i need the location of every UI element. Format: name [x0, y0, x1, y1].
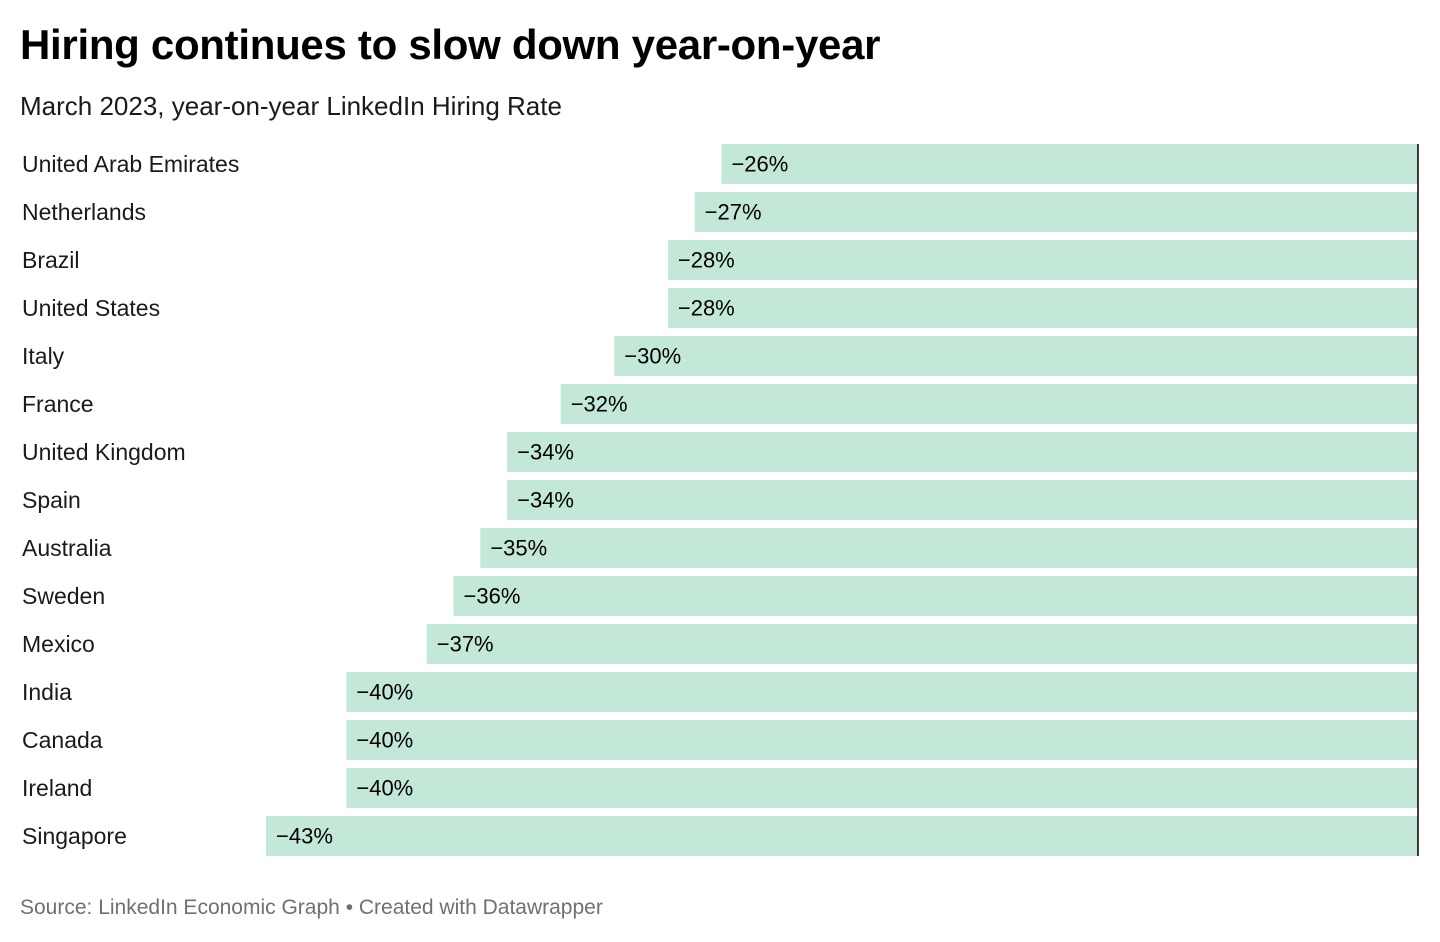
bar	[614, 336, 1418, 376]
bar-row: United Kingdom −34%	[22, 432, 1418, 472]
category-label: Italy	[22, 343, 65, 369]
bar	[667, 288, 1418, 328]
bar	[667, 240, 1418, 280]
bar	[480, 528, 1419, 568]
bar-row: India −40%	[22, 672, 1419, 712]
bar-row: France −32%	[22, 384, 1418, 424]
bar-row: Spain −34%	[22, 480, 1418, 520]
value-label: −43%	[276, 824, 333, 849]
value-label: −28%	[678, 296, 735, 321]
bar-row: Netherlands −27%	[22, 192, 1418, 232]
category-label: United Arab Emirates	[22, 151, 239, 177]
bar	[266, 816, 1418, 856]
bar	[453, 576, 1418, 616]
category-label: Netherlands	[22, 199, 146, 225]
chart-subtitle: March 2023, year-on-year LinkedIn Hiring…	[20, 91, 562, 121]
category-label: Mexico	[22, 631, 95, 657]
value-label: −35%	[490, 536, 547, 561]
category-label: United States	[22, 295, 160, 321]
bar	[560, 384, 1418, 424]
credit-link[interactable]: Created with Datawrapper	[358, 896, 603, 919]
category-label: Canada	[22, 727, 103, 753]
value-label: −40%	[356, 728, 413, 753]
value-label: −36%	[464, 584, 521, 609]
bar-row: Sweden −36%	[22, 576, 1418, 616]
chart-title: Hiring continues to slow down year-on-ye…	[20, 21, 881, 68]
bar-row: Australia −35%	[22, 528, 1419, 568]
bar-row: Singapore −43%	[22, 816, 1418, 856]
category-label: United Kingdom	[22, 439, 186, 465]
bar	[346, 720, 1419, 760]
value-label: −32%	[571, 392, 628, 417]
category-label: Brazil	[22, 247, 80, 273]
bar-row: United Arab Emirates −26%	[22, 144, 1418, 184]
category-label: Australia	[22, 535, 112, 561]
bar-row: United States −28%	[22, 288, 1418, 328]
value-label: −37%	[437, 632, 494, 657]
category-label: Spain	[22, 487, 81, 513]
bar-row: Brazil −28%	[22, 240, 1418, 280]
bar	[507, 432, 1418, 472]
bar-row: Italy −30%	[22, 336, 1418, 376]
category-label: India	[22, 679, 72, 705]
value-label: −28%	[678, 248, 735, 273]
bar-row: Ireland −40%	[22, 768, 1419, 808]
bar	[426, 624, 1419, 664]
bar-row: Canada −40%	[22, 720, 1419, 760]
bar	[694, 192, 1418, 232]
bar	[507, 480, 1418, 520]
bar-row: Mexico −37%	[22, 624, 1419, 664]
category-label: Ireland	[22, 775, 92, 801]
value-label: −34%	[517, 488, 574, 513]
value-label: −30%	[624, 344, 681, 369]
category-label: Singapore	[22, 823, 127, 849]
value-label: −26%	[731, 152, 788, 177]
chart-footer: Source: LinkedIn Economic Graph • Create…	[20, 894, 603, 922]
value-label: −27%	[705, 200, 762, 225]
bar	[346, 768, 1419, 808]
value-label: −40%	[356, 776, 413, 801]
value-label: −34%	[517, 440, 574, 465]
category-label: France	[22, 391, 94, 417]
source-text: Source: LinkedIn Economic Graph	[20, 896, 340, 919]
footer-separator: •	[345, 896, 354, 919]
category-label: Sweden	[22, 583, 105, 609]
value-label: −40%	[356, 680, 413, 705]
bar	[721, 144, 1418, 184]
bar	[346, 672, 1419, 712]
